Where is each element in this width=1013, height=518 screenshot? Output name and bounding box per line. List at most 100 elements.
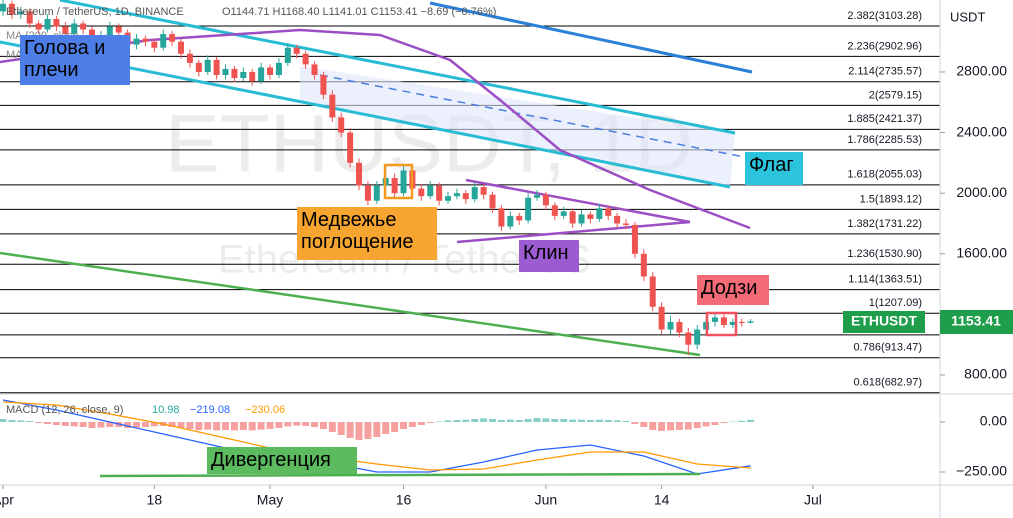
macd-histogram-bar (26, 421, 34, 422)
macd-histogram-bar (204, 422, 212, 430)
candle-body (151, 41, 158, 48)
wedge-line (465, 178, 691, 224)
macd-histogram-bar (497, 420, 505, 422)
fib-label: 1.114(1363.51) (848, 274, 922, 286)
candle-body (462, 193, 469, 200)
macd-histogram-bar (595, 419, 603, 422)
macd-histogram-bar (382, 422, 390, 434)
fib-label: 0.786(913.47) (854, 342, 923, 354)
macd-histogram-bar (168, 422, 176, 427)
candle-body (178, 41, 185, 54)
macd-y-tick-label: −250.00 (956, 463, 1007, 479)
candle-body (712, 317, 719, 322)
macd-histogram-bar (711, 422, 719, 425)
candle-body (356, 162, 363, 186)
candle-body (498, 208, 505, 227)
macd-histogram-bar (44, 422, 52, 424)
macd-histogram-bar (248, 422, 256, 431)
macd-title: MACD (12, 26, close, 9) (6, 404, 123, 416)
macd-histogram-bar (408, 422, 416, 427)
macd-histogram-bar (213, 422, 221, 431)
macd-histogram-bar (17, 420, 25, 422)
x-tick-label: 14 (654, 492, 670, 508)
candle-body (516, 215, 523, 221)
macd-histogram-bar (640, 422, 648, 427)
candle-body (729, 321, 736, 325)
macd-histogram-bar (52, 422, 60, 425)
candle-body (222, 68, 229, 75)
macd-histogram-bar (222, 422, 230, 430)
candle-body (267, 67, 274, 75)
candle-body (658, 306, 665, 330)
candle-body (293, 47, 300, 54)
macd-histogram-bar (106, 422, 114, 427)
price-tag: 1153.41 (951, 313, 1001, 329)
macd-histogram-bar (604, 420, 612, 422)
candle-body (44, 18, 51, 30)
macd-histogram-bar (684, 422, 692, 430)
macd-histogram-bar (480, 418, 488, 422)
highlight-box (705, 311, 738, 337)
symbol-header: Ethereum / TetherUS, 1D, BINANCE (6, 6, 184, 18)
macd-histogram-bar (0, 419, 7, 422)
candle-body (231, 68, 238, 79)
fib-label: 0.618(682.97) (854, 377, 923, 389)
candle-body (391, 178, 398, 194)
x-tick-label: 18 (147, 492, 163, 508)
macd-histogram-bar (453, 420, 461, 422)
support-line (0, 251, 701, 357)
fib-label: 1.618(2055.03) (847, 169, 922, 181)
macd-histogram-bar (400, 422, 408, 429)
candle-body (53, 18, 60, 27)
price-tag-bg (940, 310, 1013, 334)
macd-histogram-bar (489, 419, 497, 422)
macd-histogram-bar (693, 422, 701, 428)
macd-histogram-bar (506, 419, 514, 422)
macd-histogram-bar (311, 422, 319, 427)
macd-histogram-bar (471, 419, 479, 422)
x-tick-label: 16 (396, 492, 412, 508)
y-tick-label: 1600.00 (956, 244, 1007, 260)
symbol-tag: ETHUSDT (851, 313, 918, 329)
annotation: Медвежье поглощение (297, 207, 437, 260)
macd-histogram-bar (186, 422, 194, 429)
macd-histogram-bar (79, 422, 87, 427)
macd-histogram-bar (578, 419, 586, 422)
macd-histogram-bar (293, 422, 301, 426)
macd-histogram-bar (150, 422, 158, 427)
annotation: Голова и плечи (20, 35, 130, 85)
macd-histogram-bar (239, 422, 247, 430)
macd-histogram-bar (177, 422, 185, 428)
candle-body (560, 211, 567, 216)
macd-histogram-bar (426, 422, 434, 423)
candle-body (738, 321, 745, 323)
candle-body (106, 26, 113, 36)
candle-body (525, 197, 532, 221)
divergence-line (99, 472, 701, 478)
macd-histogram-bar (328, 422, 336, 432)
macd-histogram-bar (257, 422, 265, 430)
macd-histogram-bar (417, 422, 425, 425)
macd-histogram-bar (8, 420, 16, 422)
macd-histogram-bar (729, 421, 737, 423)
flag-fill (300, 66, 735, 187)
candle-body (445, 196, 452, 201)
annotation: Флаг (745, 152, 803, 185)
macd-histogram-bar (88, 422, 96, 428)
candle-body (685, 332, 692, 345)
fib-label: 1.236(1530.90) (847, 248, 922, 260)
candle-body (480, 187, 487, 195)
candle-body (631, 224, 638, 254)
macd-histogram-bar (551, 419, 559, 422)
macd-histogram-bar (346, 422, 354, 438)
highlight-box (383, 163, 414, 200)
macd-histogram-bar (230, 422, 238, 431)
macd-histogram-bar (337, 422, 345, 435)
candle-body (302, 53, 309, 65)
candle-body (400, 170, 407, 194)
fib-label: 1.5(1893.12) (860, 193, 922, 205)
macd-histogram-bar (275, 422, 283, 428)
x-tick-label: Apr (0, 492, 14, 508)
annotation: Додзи (697, 275, 769, 305)
macd-histogram-bar (124, 422, 132, 428)
